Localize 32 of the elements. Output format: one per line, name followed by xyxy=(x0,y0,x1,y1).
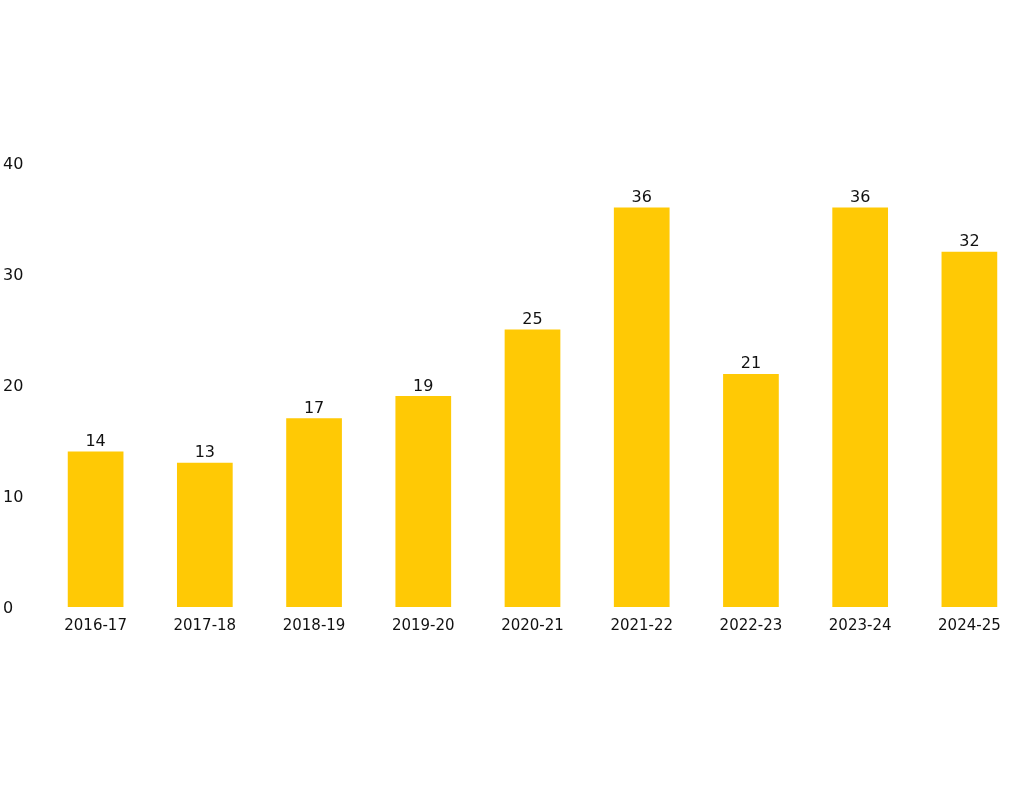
x-tick-label: 2023-24 xyxy=(828,615,892,634)
bar xyxy=(723,373,779,607)
y-tick-label: 30 xyxy=(3,264,24,284)
data-label: 32 xyxy=(959,231,980,251)
x-tick-label: 2016-17 xyxy=(64,615,127,634)
x-tick-label: 2020-21 xyxy=(501,615,564,634)
bar xyxy=(613,207,670,607)
x-tick-label: 2024-25 xyxy=(938,615,1001,634)
data-label: 14 xyxy=(85,431,106,451)
y-tick-label: 0 xyxy=(3,597,14,617)
x-tick-label: 2017-18 xyxy=(173,615,237,634)
x-tick-label: 2019-20 xyxy=(391,615,455,634)
bar xyxy=(286,418,342,607)
bar xyxy=(504,329,561,607)
data-label: 36 xyxy=(631,186,652,206)
bar xyxy=(941,251,998,607)
x-tick-label: 2018-19 xyxy=(282,615,346,634)
data-label: 25 xyxy=(522,309,543,328)
x-tick-label: 2022-23 xyxy=(719,615,783,634)
data-label: 19 xyxy=(413,375,434,395)
y-tick-label: 10 xyxy=(3,486,24,506)
x-tick-label: 2021-22 xyxy=(610,615,674,634)
bar xyxy=(176,462,233,607)
data-label: 36 xyxy=(849,186,871,206)
bar xyxy=(67,451,124,607)
y-tick-label: 20 xyxy=(3,375,24,395)
bar xyxy=(832,207,889,607)
y-tick-label: 40 xyxy=(3,153,24,173)
data-label: 21 xyxy=(740,353,762,373)
data-label: 17 xyxy=(303,397,325,417)
bar xyxy=(395,396,452,607)
data-label: 13 xyxy=(194,442,216,462)
